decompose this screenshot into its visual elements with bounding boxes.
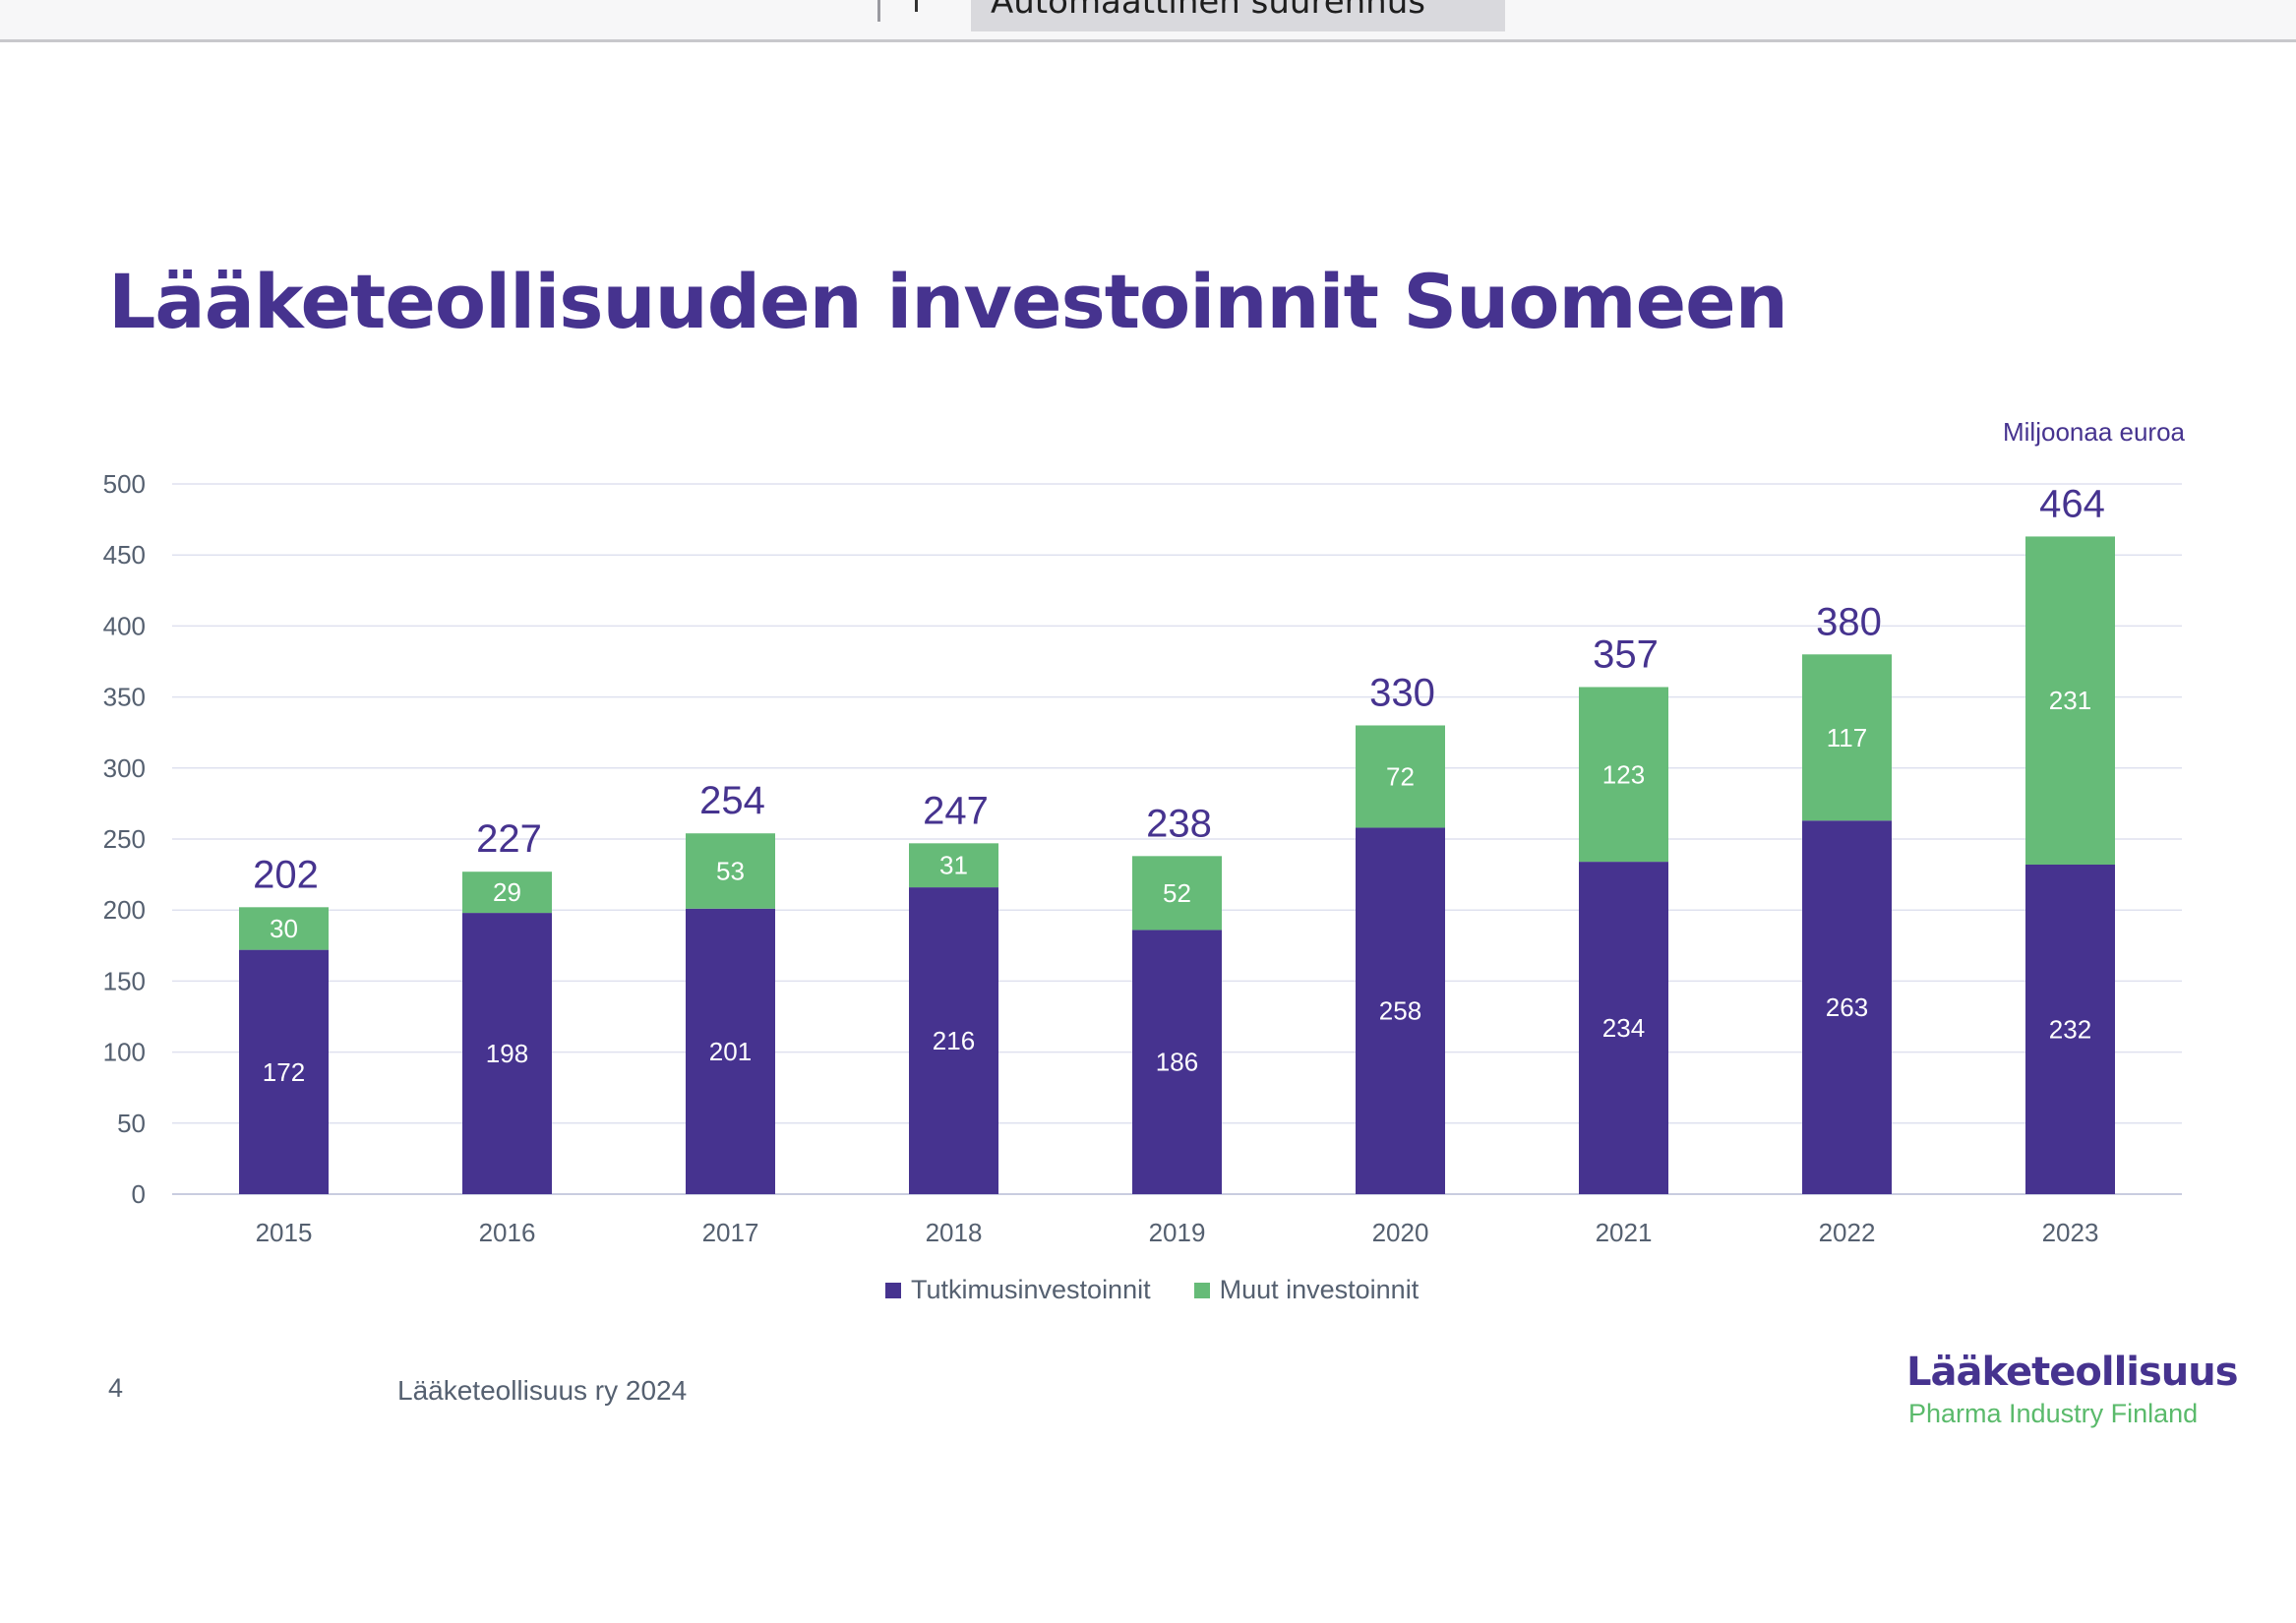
bar-segment-muut xyxy=(1132,856,1222,931)
segment-value-label: 216 xyxy=(933,1026,975,1055)
segment-value-label: 29 xyxy=(493,877,521,907)
segment-value-label: 53 xyxy=(716,856,745,885)
bar-total-label: 357 xyxy=(1593,632,1659,676)
segment-value-label: 201 xyxy=(709,1037,752,1066)
segment-value-label: 117 xyxy=(1827,723,1867,752)
bar-segment-tutkimus xyxy=(1802,820,1892,1194)
zoom-select-label: Automaattinen suurennus xyxy=(991,0,1425,22)
x-category-label: 2021 xyxy=(1596,1218,1653,1247)
toolbar-separator xyxy=(877,0,880,22)
segment-value-label: 258 xyxy=(1379,996,1421,1026)
legend-item-tutkimus: Tutkimusinvestoinnit xyxy=(885,1275,1151,1305)
segment-value-label: 31 xyxy=(939,851,968,880)
bar-segment-tutkimus xyxy=(239,949,329,1194)
bar-segment-tutkimus xyxy=(462,913,552,1194)
x-category-label: 2019 xyxy=(1149,1218,1206,1247)
y-tick-label: 200 xyxy=(103,895,146,925)
bar-segment-muut xyxy=(462,872,552,914)
y-tick-label: 450 xyxy=(103,540,146,570)
x-category-label: 2020 xyxy=(1372,1218,1429,1247)
bar-segment-muut xyxy=(239,907,329,950)
bar-segment-tutkimus xyxy=(2025,864,2115,1194)
bar-segment-tutkimus xyxy=(909,887,998,1194)
bar-total-label: 227 xyxy=(476,817,542,861)
x-category-label: 2022 xyxy=(1819,1218,1876,1247)
segment-value-label: 234 xyxy=(1602,1013,1645,1043)
bar-segment-muut xyxy=(686,833,775,909)
bar-total-label: 464 xyxy=(2039,482,2105,525)
segment-value-label: 198 xyxy=(486,1039,528,1068)
bar-total-label: 247 xyxy=(923,789,989,832)
x-category-label: 2015 xyxy=(256,1218,313,1247)
bar-total-label: 380 xyxy=(1816,600,1882,643)
segment-value-label: 172 xyxy=(263,1057,305,1087)
brand-logo: Lääketeollisuus Pharma Industry Finland xyxy=(1906,1350,2239,1432)
bar-total-label: 330 xyxy=(1369,671,1435,714)
segment-value-label: 263 xyxy=(1826,992,1868,1022)
bar-total-label: 202 xyxy=(253,853,319,896)
y-tick-label: 400 xyxy=(103,611,146,640)
zoom-select[interactable]: Automaattinen suurennus xyxy=(971,0,1505,31)
y-tick-label: 300 xyxy=(103,753,146,783)
segment-value-label: 186 xyxy=(1156,1048,1198,1077)
x-category-label: 2018 xyxy=(926,1218,983,1247)
bar-segment-muut xyxy=(1356,725,1445,828)
footer-source: Lääketeollisuus ry 2024 xyxy=(397,1375,688,1406)
bar-segment-tutkimus xyxy=(1132,930,1222,1194)
y-tick-label: 250 xyxy=(103,824,146,854)
bar-segment-tutkimus xyxy=(1356,827,1445,1194)
segment-value-label: 52 xyxy=(1163,878,1191,908)
x-category-label: 2023 xyxy=(2042,1218,2099,1247)
y-tick-label: 50 xyxy=(117,1109,146,1138)
x-category-label: 2017 xyxy=(702,1218,759,1247)
stacked-bar-chart: 0 50 100 150 200 250 300 350 400 450 500 172 30 202 20… xyxy=(103,469,2182,1247)
viewer-toolbar: Automaattinen suurennus xyxy=(0,0,2296,42)
y-tick-label: 500 xyxy=(103,469,146,499)
x-category-label: 2016 xyxy=(479,1218,536,1247)
legend-label-muut: Muut investoinnit xyxy=(1219,1275,1420,1304)
bar-total-label: 238 xyxy=(1146,802,1212,845)
segment-value-label: 72 xyxy=(1386,761,1415,791)
legend-swatch-muut xyxy=(1193,1282,1210,1298)
bar-segment-muut xyxy=(2025,536,2115,865)
page-number: 4 xyxy=(108,1373,124,1403)
legend-swatch-tutkimus xyxy=(885,1282,901,1298)
bar-segment-muut xyxy=(1579,687,1668,863)
segment-value-label: 232 xyxy=(2049,1014,2091,1044)
chart-legend: Tutkimusinvestoinnit Muut investoinnit xyxy=(885,1275,1419,1305)
y-tick-label: 150 xyxy=(103,966,146,995)
bar-segment-tutkimus xyxy=(1579,862,1668,1194)
segment-value-label: 123 xyxy=(1602,759,1645,789)
slide-title: Lääketeollisuuden investoinnit Suomeen xyxy=(108,258,1788,345)
y-tick-label: 100 xyxy=(103,1038,146,1067)
legend-item-muut: Muut investoinnit xyxy=(1193,1275,1420,1305)
bar-segment-tutkimus xyxy=(686,908,775,1194)
toolbar-caret xyxy=(915,0,918,12)
bar-segment-muut xyxy=(909,843,998,888)
segment-value-label: 231 xyxy=(2049,686,2091,715)
logo-tagline: Pharma Industry Finland xyxy=(1908,1399,2199,1428)
y-tick-label: 350 xyxy=(103,683,146,712)
bar-segment-muut xyxy=(1802,654,1892,821)
segment-value-label: 30 xyxy=(270,914,298,943)
legend-label-tutkimus: Tutkimusinvestoinnit xyxy=(911,1275,1151,1304)
unit-label: Miljoonaa euroa xyxy=(2003,417,2186,447)
logo-wordmark: Lääketeollisuus xyxy=(1906,1350,2239,1395)
y-tick-label: 0 xyxy=(132,1179,146,1209)
bar-total-label: 254 xyxy=(699,779,765,822)
